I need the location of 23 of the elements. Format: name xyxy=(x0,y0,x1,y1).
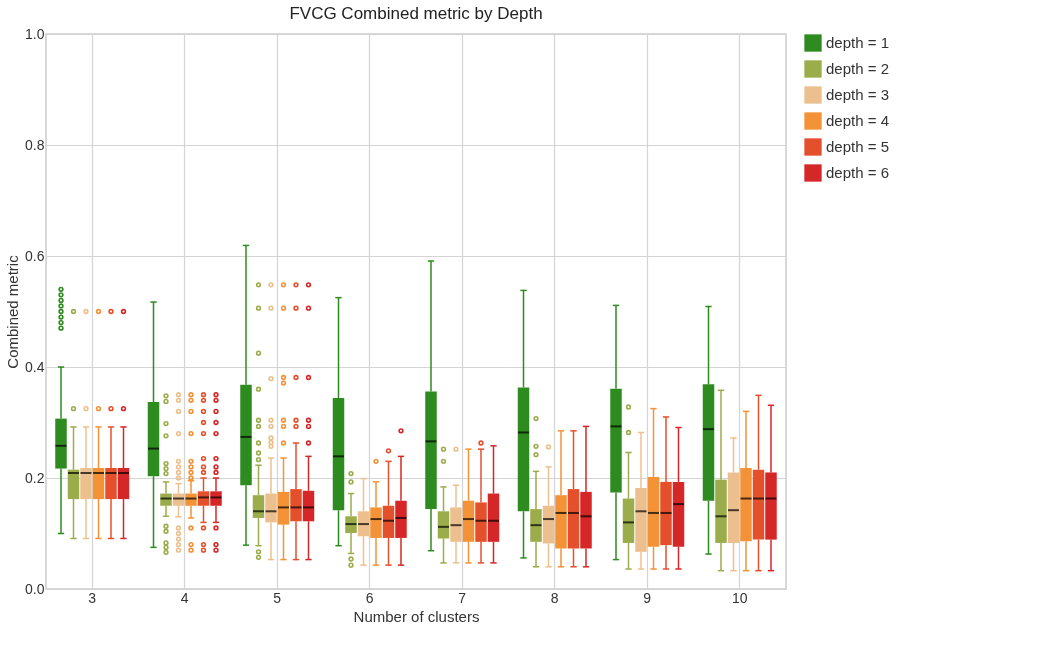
y-tick-label: 0.4 xyxy=(25,358,45,375)
legend-label: depth = 3 xyxy=(826,86,889,103)
x-tick-label: 4 xyxy=(180,589,189,606)
x-tick-label: 8 xyxy=(550,589,559,606)
y-axis-title: Combined metric xyxy=(4,254,22,369)
legend-label: depth = 5 xyxy=(826,138,889,155)
y-tick-label: 1.0 xyxy=(25,25,45,42)
x-tick-label: 10 xyxy=(731,589,748,606)
legend-label: depth = 1 xyxy=(826,34,889,51)
legend-label: depth = 4 xyxy=(826,112,889,129)
y-tick-label: 0.0 xyxy=(25,580,45,597)
y-tick-label: 0.2 xyxy=(25,469,45,486)
x-axis-title: Number of clusters xyxy=(353,607,480,625)
chart-title: FVCG Combined metric by Depth xyxy=(289,4,543,23)
x-tick-label: 7 xyxy=(458,589,467,606)
legend-label: depth = 6 xyxy=(826,164,889,181)
x-tick-label: 6 xyxy=(365,589,374,606)
x-tick-label: 3 xyxy=(88,589,97,606)
legend-label: depth = 2 xyxy=(826,60,889,77)
x-tick-label: 5 xyxy=(273,589,282,606)
x-tick-label: 9 xyxy=(643,589,652,606)
y-tick-label: 0.6 xyxy=(25,247,45,264)
y-tick-label: 0.8 xyxy=(25,136,45,153)
